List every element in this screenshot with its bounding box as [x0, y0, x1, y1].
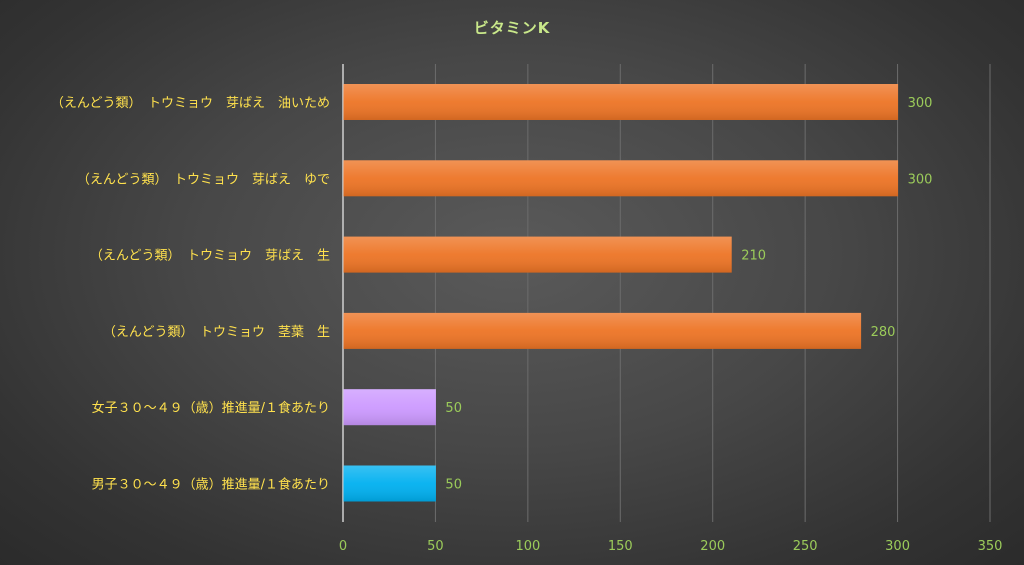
data-label: 280 [871, 325, 896, 340]
x-tick-label: 50 [427, 539, 444, 554]
x-tick-label: 0 [339, 539, 347, 554]
category-label: （えんどう類） トウミョウ 茎葉 生 [103, 325, 330, 340]
labels-layer: 0 50 100 150 200 250 300 350 （えんどう類） トウミョウ 芽ばえ 油… [51, 96, 1003, 554]
bar-shade [343, 84, 899, 120]
category-label: 女子３０～４９（歳）推進量/１食あたり [92, 400, 330, 416]
category-label: （えんどう類） トウミョウ 芽ばえ 油いため [51, 96, 330, 111]
x-tick-label: 150 [608, 539, 633, 554]
bar-shade [343, 389, 436, 426]
bar-shade [343, 465, 436, 502]
category-label: 男子３０～４９（歳）推進量/１食あたり [92, 477, 330, 493]
x-tick-label: 100 [515, 539, 540, 554]
bar-shade [343, 312, 862, 349]
x-tick-label: 250 [793, 539, 818, 554]
category-label: （えんどう類） トウミョウ 芽ばえ ゆで [77, 172, 330, 187]
data-label: 50 [445, 401, 462, 416]
bars-layer [343, 84, 899, 502]
data-label: 300 [908, 172, 933, 187]
chart-title: ビタミンK [474, 19, 551, 37]
data-label: 210 [741, 249, 766, 264]
data-label: 300 [908, 96, 933, 111]
data-label: 50 [445, 478, 462, 493]
category-label: （えんどう類） トウミョウ 芽ばえ 生 [90, 249, 330, 264]
x-tick-label: 350 [978, 539, 1003, 554]
x-tick-label: 300 [885, 539, 910, 554]
x-tick-label: 200 [700, 539, 725, 554]
bar-shade [343, 236, 732, 273]
bar-shade [343, 160, 899, 197]
grid-layer [342, 64, 991, 522]
